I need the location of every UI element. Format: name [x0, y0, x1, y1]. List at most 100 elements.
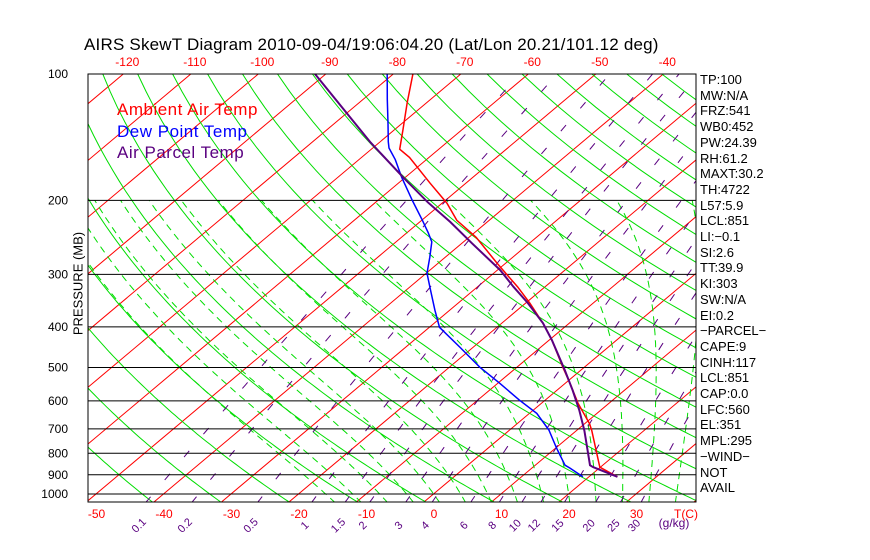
isotherm-line	[490, 329, 696, 502]
pressure-tick-label: 600	[48, 394, 68, 408]
mixing-ratio-line	[470, 179, 696, 502]
dry-adiabat-line	[172, 74, 696, 502]
mixing-ratio-tick-label: 12	[526, 517, 543, 534]
isotherm-line	[88, 74, 192, 162]
dry-adiabat-line	[102, 74, 564, 502]
dry-adiabat-line	[837, 74, 870, 503]
index-item: EI:0.2	[700, 307, 734, 323]
index-item: TT:39.9	[700, 260, 744, 276]
dewpoint-profile-line	[386, 74, 584, 478]
index-item: MAXT:30.2	[700, 166, 764, 182]
dry-adiabat-line	[0, 74, 17, 503]
bottom-temperature-tick-label: -50	[88, 507, 106, 521]
index-item: CINH:117	[700, 354, 757, 370]
isotherm-line	[88, 74, 394, 332]
pressure-tick-label: 300	[48, 267, 68, 281]
plot-frame	[87, 73, 697, 503]
bottom-temperature-tick-label: -30	[223, 507, 241, 521]
isotherm-line	[760, 74, 870, 503]
bottom-temperature-tick-label: 0	[431, 507, 438, 521]
bottom-temperature-tick-label: -20	[290, 507, 308, 521]
moist-adiabat-line	[120, 200, 414, 502]
index-item: KI:303	[700, 276, 738, 292]
dry-adiabat-line	[767, 74, 870, 503]
mixing-ratio-tick-label: 1.5	[329, 516, 348, 535]
index-item: LCL:851	[700, 370, 750, 386]
mixing-ratio-line	[369, 76, 696, 502]
mixing-ratio-tick-label: 6	[458, 519, 471, 532]
index-item: WB0:452	[700, 119, 754, 135]
top-temperature-tick-label: -90	[321, 55, 339, 69]
dry-adiabat-line	[88, 446, 154, 502]
isotherm-line	[88, 74, 462, 388]
isotherm-line	[88, 74, 124, 105]
top-temperature-tick-label: -50	[591, 55, 609, 69]
index-item: CAPE:9	[700, 338, 747, 354]
index-item: SW:N/A	[700, 291, 746, 307]
mixing-ratio-tick-label: 1	[299, 519, 312, 532]
mixing-ratio-tick-label: 0.1	[130, 516, 149, 535]
dry-adiabat-line	[88, 197, 427, 502]
bottom-temperature-tick-label: -10	[358, 507, 376, 521]
index-item: SI:2.6	[700, 244, 734, 260]
pressure-lines	[88, 73, 696, 495]
isotherm-line	[88, 74, 259, 218]
mixing-ratio-tick-label: 8	[486, 519, 499, 532]
mixing-ratio-line	[191, 74, 558, 502]
index-item: TP:100	[700, 72, 742, 87]
pressure-tick-label: 500	[48, 361, 68, 375]
mixing-ratio-tick-label: 25	[605, 517, 622, 534]
mixing-ratio-line	[145, 74, 521, 502]
index-item: MPL:295	[700, 433, 753, 449]
moist-adiabat-line	[616, 200, 657, 502]
pressure-tick-label: 400	[48, 320, 68, 334]
moist-adiabat-line	[218, 200, 492, 502]
index-item: LI:−0.1	[700, 229, 741, 245]
dry-adiabat-line	[88, 387, 222, 502]
legend-ambient-air-temp: Ambient Air Temp	[117, 100, 258, 119]
mixing-ratio-unit-label: (g/kg)	[659, 516, 690, 530]
dry-adiabat-line	[802, 74, 870, 503]
dry-adiabat-line	[277, 74, 696, 408]
mixing-ratio-line	[620, 370, 696, 502]
index-item: PW:24.39	[700, 134, 757, 150]
legend-air-parcel-temp: Air Parcel Temp	[117, 143, 245, 162]
top-temperature-tick-label: -110	[183, 55, 206, 69]
mixing-ratio-tick-label: 0.5	[242, 516, 261, 535]
dry-adiabat-line	[207, 74, 696, 470]
mixing-ratio-line	[344, 74, 680, 502]
profiles	[314, 74, 618, 478]
moist-adiabat-line	[261, 200, 518, 502]
bottom-temperature-tick-label: 30	[630, 507, 644, 521]
index-item: −WIND−	[700, 448, 750, 464]
index-item: −PARCEL−	[700, 323, 767, 339]
index-item: LFC:560	[700, 401, 750, 417]
mixing-ratio-line	[595, 334, 696, 502]
moist-adiabat-line	[88, 261, 336, 502]
mixing-ratio-line	[640, 402, 696, 502]
moist-adiabat-line	[674, 200, 696, 502]
mixing-ratio-line	[405, 111, 696, 502]
dry-adiabat-line	[346, 74, 696, 349]
moist-adiabat-line	[446, 200, 597, 502]
index-item: AVAIL	[700, 480, 735, 496]
isotherm-line	[88, 74, 327, 275]
mixing-ratio-tick-label: 4	[419, 519, 432, 532]
background-grid	[0, 74, 870, 503]
mixing-ratio-tick-label: 10	[507, 517, 524, 534]
x-axis-label: T(C)	[674, 507, 698, 521]
moist-adiabat-line	[373, 200, 571, 502]
mixing-ratio-line	[311, 74, 653, 502]
top-temperature-tick-label: -100	[250, 55, 274, 69]
mixing-ratio-line	[540, 261, 696, 502]
pressure-tick-label: 200	[48, 193, 68, 207]
mixing-ratio-line	[431, 138, 696, 502]
isotherm-line	[88, 74, 597, 502]
index-item: FRZ:541	[700, 103, 751, 119]
mixing-ratio-tick-label: 2	[357, 519, 370, 532]
top-temperature-tick-label: -40	[659, 55, 677, 69]
moist-adiabat-line	[530, 200, 624, 502]
dry-adiabat-line	[451, 74, 696, 263]
isotherm-line	[153, 74, 664, 502]
